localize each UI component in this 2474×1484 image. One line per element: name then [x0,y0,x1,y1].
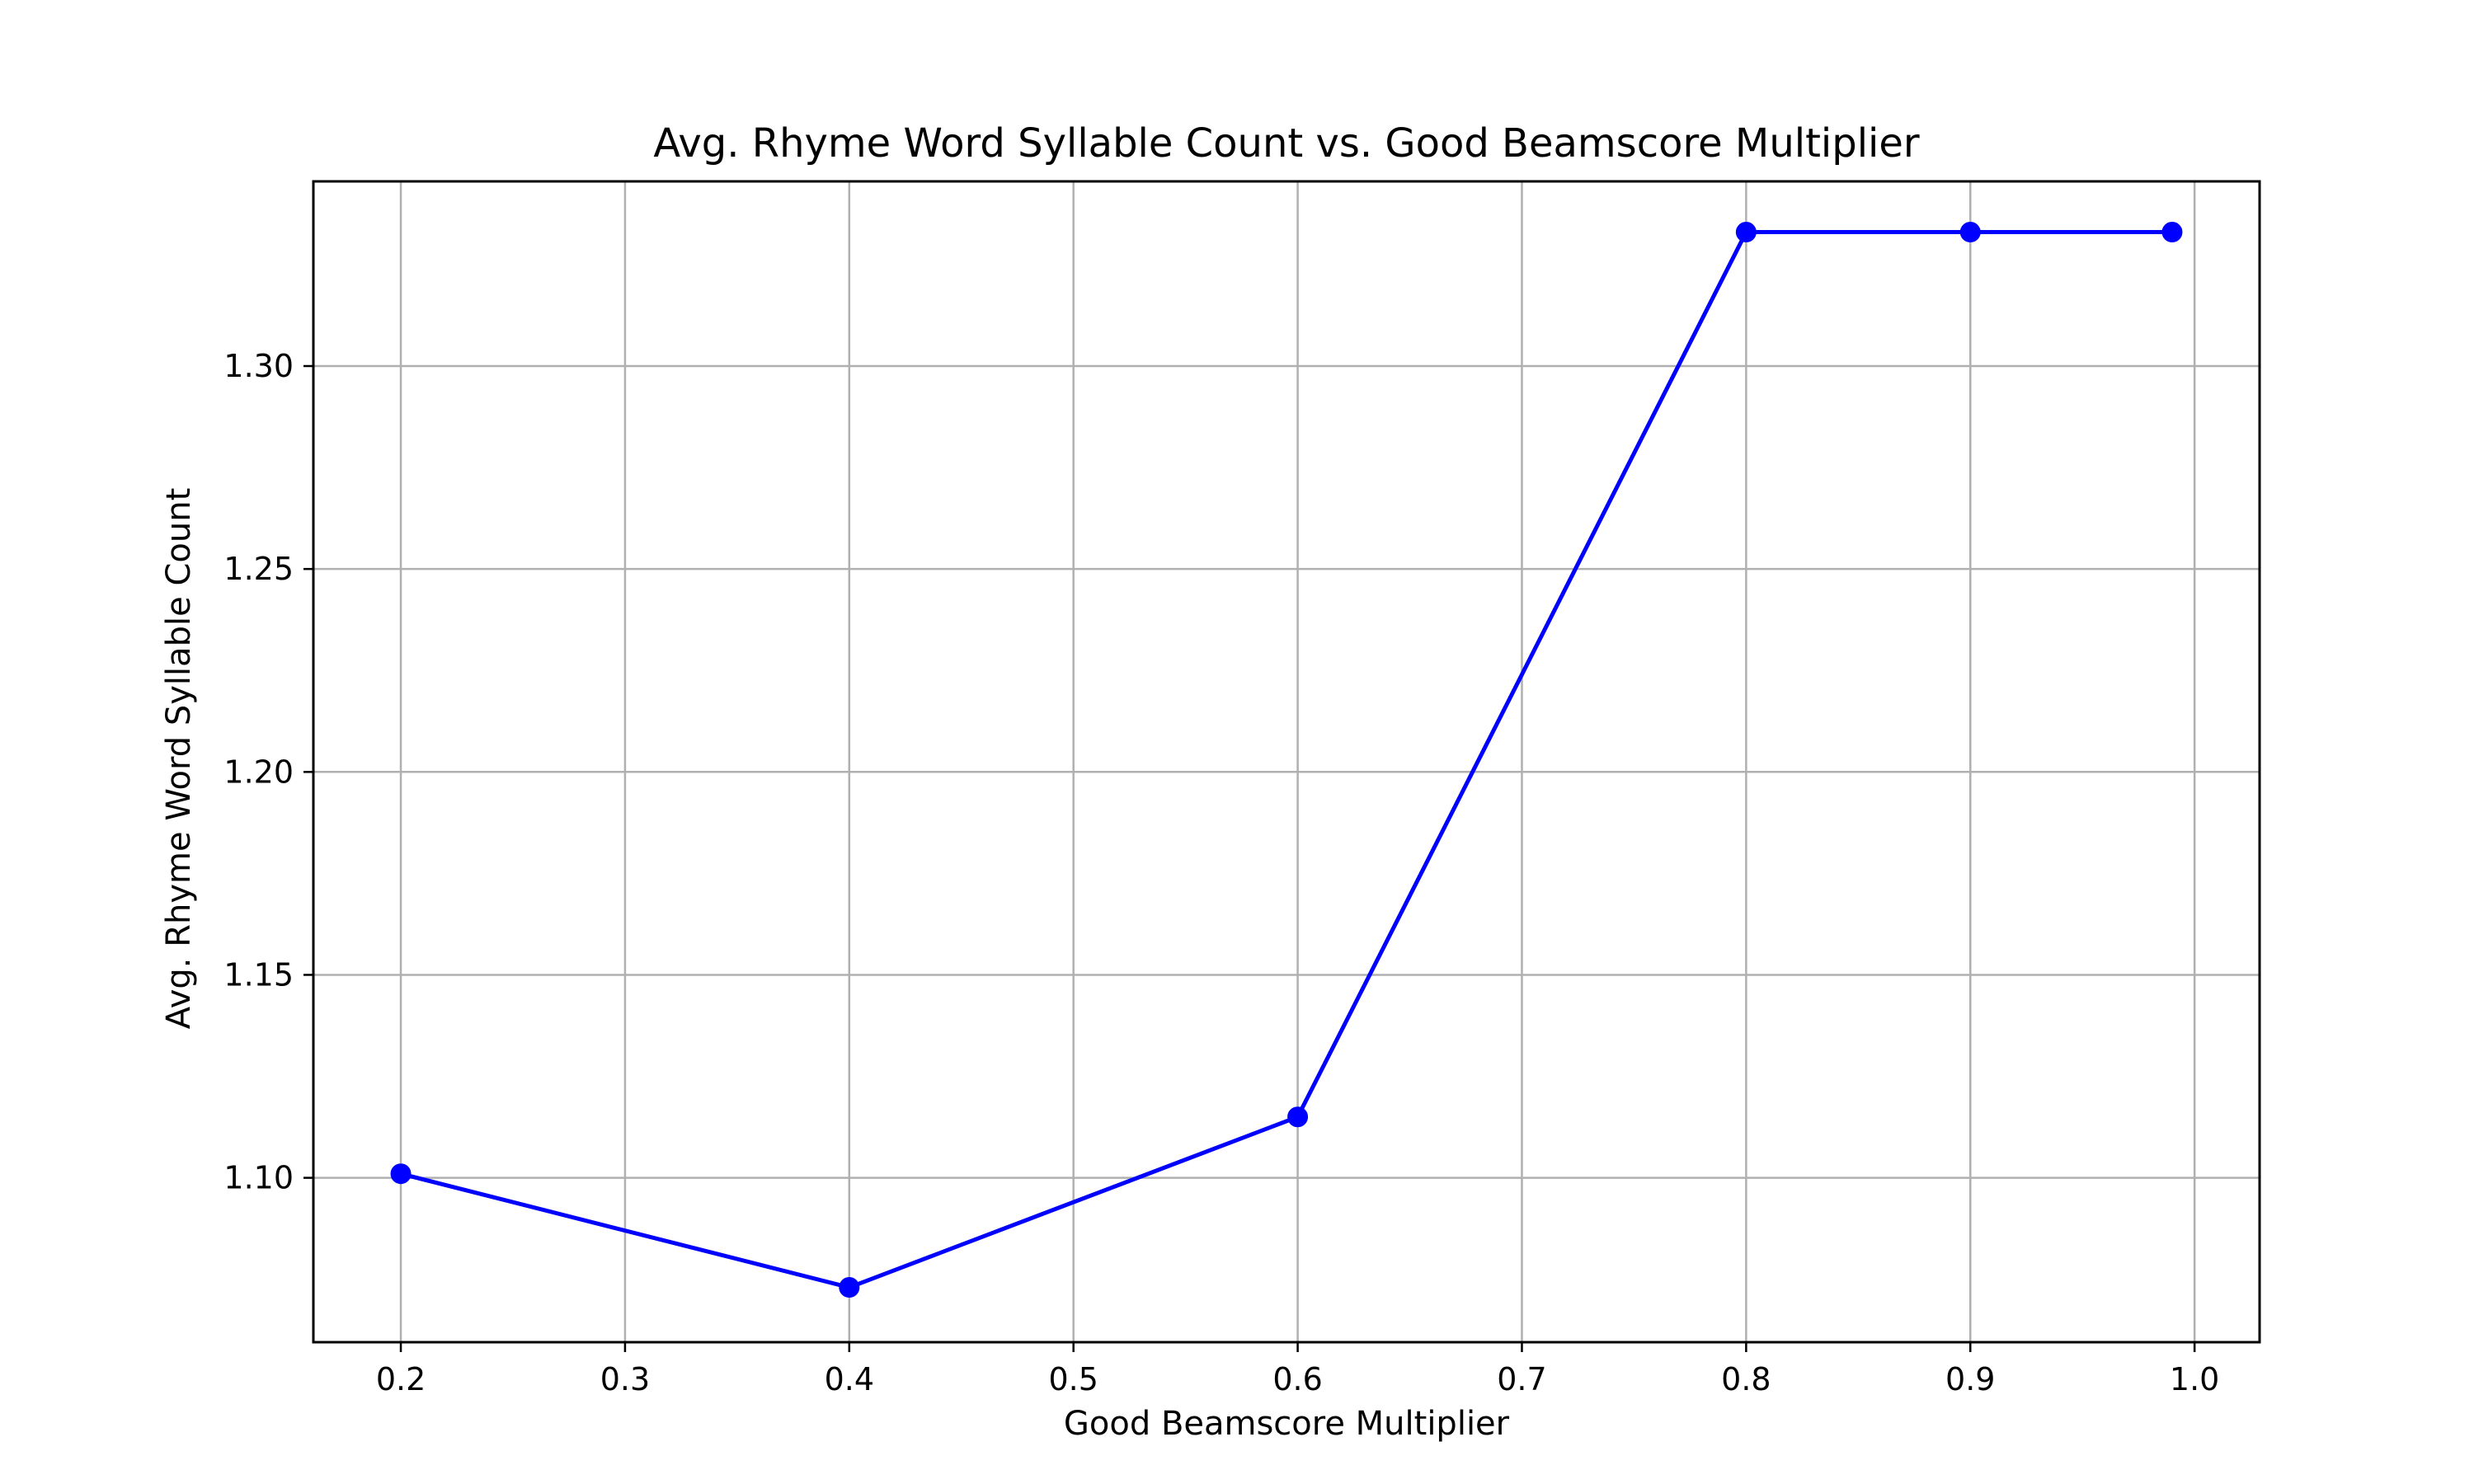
x-tick-label: 0.6 [1272,1361,1322,1397]
y-tick-label: 1.20 [223,754,294,790]
x-tick-label: 0.8 [1721,1361,1771,1397]
data-point [1959,222,1981,243]
y-tick-label: 1.10 [223,1160,294,1196]
x-tick-label: 0.4 [825,1361,874,1397]
grid [313,181,2260,1342]
x-tick-label: 0.5 [1048,1361,1098,1397]
x-tick-label: 1.0 [2170,1361,2219,1397]
x-tick-label: 0.3 [600,1361,650,1397]
x-tick-label: 0.9 [1945,1361,1995,1397]
series [390,222,2183,1298]
chart-title: Avg. Rhyme Word Syllable Count vs. Good … [653,120,1920,167]
y-tick-label: 1.25 [223,551,294,587]
data-point [2161,222,2183,243]
data-point [390,1163,412,1185]
series-line [400,230,2172,1290]
data-point [1735,222,1757,243]
x-tick-label: 0.2 [376,1361,426,1397]
y-tick-label: 1.30 [223,348,294,384]
axis-ticks: 0.2 0.3 0.4 0.5 0.6 0.7 0.8 0.9 1.0 1.10 1.15 1.20 1… [223,348,2219,1397]
x-tick-label: 0.7 [1497,1361,1546,1397]
x-axis-label: Good Beamscore Multiplier [1064,1405,1510,1443]
y-tick-label: 1.15 [223,956,294,993]
plot-frame [312,180,2261,1344]
data-point [1287,1106,1309,1128]
y-axis-label: Avg. Rhyme Word Syllable Count [160,488,198,1030]
data-point [839,1277,860,1298]
